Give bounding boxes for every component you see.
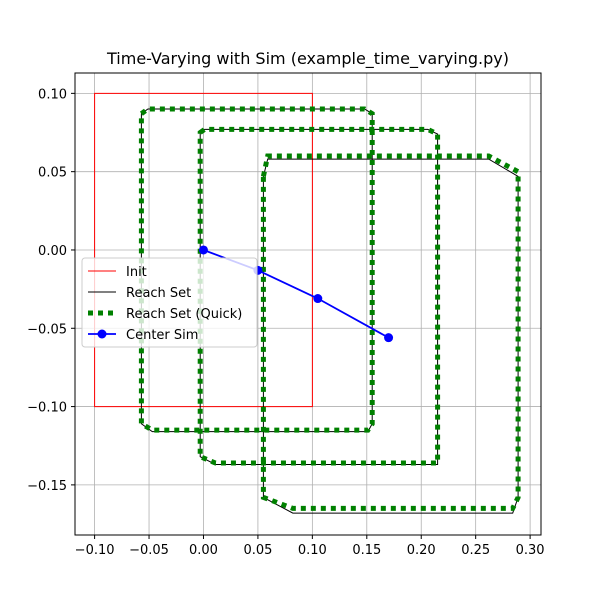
x-tick-label: −0.05 <box>129 543 169 558</box>
center-sim-point <box>384 333 394 343</box>
plot-frame <box>74 72 542 536</box>
x-tick-label: 0.05 <box>243 543 272 558</box>
x-tick-label: 0.25 <box>461 543 490 558</box>
x-tick-label: 0.20 <box>407 543 436 558</box>
reach-set-quick-polygon <box>138 106 375 433</box>
chart-title: Time-Varying with Sim (example_time_vary… <box>106 49 509 69</box>
y-tick-label: −0.15 <box>27 479 67 494</box>
tick-layer: −0.10 −0.05 0.00 0.05 0.10 0.15 0.20 0.25 0.30 0.… <box>27 87 544 558</box>
legend: Init Reach Set Reach Set (Quick) Center Sim <box>81 257 258 348</box>
center-sim-legend-marker <box>97 329 107 339</box>
legend-box <box>81 257 258 348</box>
y-tick-label: 0.05 <box>38 166 67 181</box>
x-tick-label: 0.10 <box>298 543 327 558</box>
reach-set-legend-label: Reach Set <box>126 286 191 301</box>
y-tick-label: −0.10 <box>27 401 67 416</box>
y-tick-label: −0.05 <box>27 322 67 337</box>
data-layer <box>94 92 521 514</box>
init-legend-label: Init <box>126 265 147 280</box>
x-tick-label: 0.00 <box>189 543 218 558</box>
reach-set-quick-polygon <box>197 126 441 466</box>
reach-set-quick-legend-label: Reach Set (Quick) <box>126 307 242 322</box>
y-tick-label: 0.00 <box>38 244 67 259</box>
x-tick-label: 0.15 <box>352 543 381 558</box>
x-tick-label: −0.10 <box>75 543 115 558</box>
center-sim-point <box>313 294 323 304</box>
reach-set-quick-polygon <box>260 153 521 511</box>
center-sim-legend-label: Center Sim <box>126 328 198 343</box>
center-sim-point <box>198 245 208 255</box>
x-tick-label: 0.30 <box>516 543 545 558</box>
y-tick-label: 0.10 <box>38 87 67 102</box>
init-polygon <box>94 92 313 408</box>
